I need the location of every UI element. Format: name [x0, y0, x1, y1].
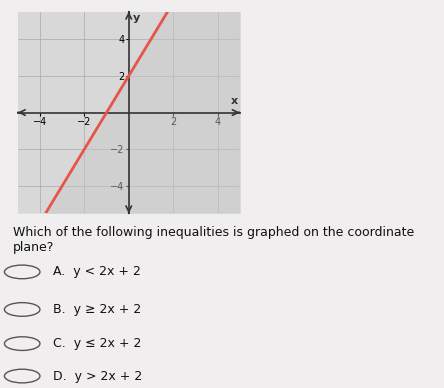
Text: x: x: [230, 96, 238, 106]
Text: B.  y ≥ 2x + 2: B. y ≥ 2x + 2: [53, 303, 142, 316]
Text: A.  y < 2x + 2: A. y < 2x + 2: [53, 265, 141, 279]
Text: y: y: [133, 14, 140, 24]
Text: C.  y ≤ 2x + 2: C. y ≤ 2x + 2: [53, 337, 142, 350]
Text: D.  y > 2x + 2: D. y > 2x + 2: [53, 369, 143, 383]
Text: Which of the following inequalities is graphed on the coordinate plane?: Which of the following inequalities is g…: [13, 226, 415, 254]
